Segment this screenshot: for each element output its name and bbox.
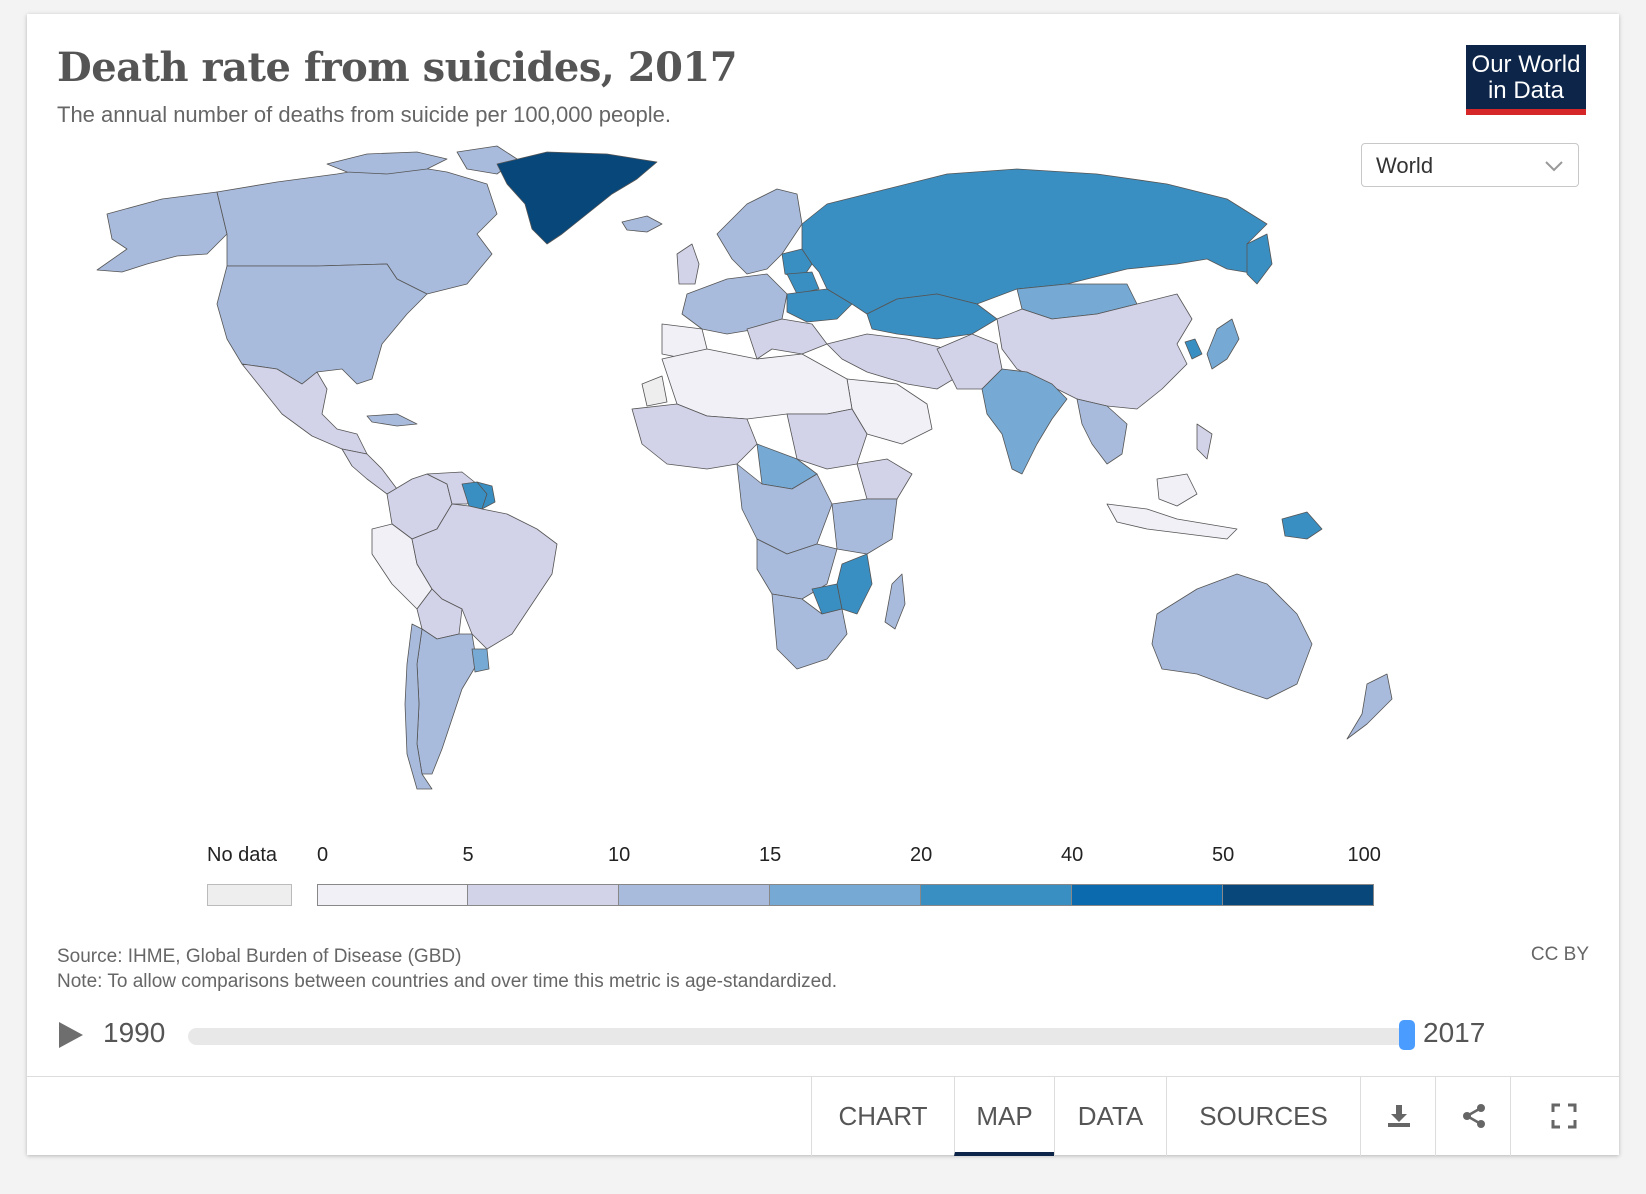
world-map[interactable] <box>67 144 1507 834</box>
country-new-zealand[interactable] <box>1346 673 1393 740</box>
country-egypt-sudan[interactable] <box>786 408 868 470</box>
country-argentina[interactable] <box>416 628 478 775</box>
chart-card: Death rate from suicides, 2017 The annua… <box>27 14 1619 1156</box>
country-india[interactable] <box>981 368 1068 475</box>
legend-tick-label: 50 <box>1212 844 1235 866</box>
country-mozambique[interactable] <box>836 553 873 615</box>
share-button[interactable] <box>1435 1077 1510 1156</box>
country-papua-new-guinea[interactable] <box>1281 511 1323 540</box>
country-horn-of-africa[interactable] <box>856 458 913 500</box>
country-alaska[interactable] <box>96 191 228 273</box>
country-indonesia[interactable] <box>1106 503 1238 540</box>
legend-tick-label: 15 <box>759 844 782 866</box>
country-cuba[interactable] <box>366 413 418 427</box>
legend-tick-label: 100 <box>1347 844 1381 866</box>
legend-bin[interactable] <box>1072 884 1223 906</box>
country-turkey-iran[interactable] <box>826 333 963 390</box>
fullscreen-button[interactable] <box>1510 1077 1619 1156</box>
country-western-sahara[interactable] <box>641 375 668 407</box>
country-norway-sweden-finland[interactable] <box>716 188 803 275</box>
country-central-america[interactable] <box>341 448 398 495</box>
tab-map[interactable]: MAP <box>954 1077 1054 1156</box>
owid-logo[interactable]: Our World in Data <box>1466 45 1586 115</box>
country-angola-zambia[interactable] <box>756 538 838 600</box>
country-north-africa[interactable] <box>661 348 853 420</box>
timeline-track[interactable] <box>188 1028 1413 1045</box>
country-south-africa[interactable] <box>771 593 848 670</box>
legend-bin[interactable] <box>317 884 468 906</box>
legend-tick-label: 20 <box>910 844 933 866</box>
country-venezuela[interactable] <box>426 471 478 505</box>
map-legend: No data 0 5 10 15 20 40 50 100 <box>207 844 1487 906</box>
tab-data[interactable]: DATA <box>1054 1077 1166 1156</box>
tab-sources[interactable]: SOURCES <box>1166 1077 1360 1156</box>
share-icon <box>1463 1104 1485 1128</box>
country-greenland[interactable] <box>496 151 658 245</box>
country-canada-islands[interactable] <box>326 145 518 175</box>
source-block: Source: IHME, Global Burden of Disease (… <box>57 944 837 994</box>
logo-line-2: in Data <box>1487 77 1565 104</box>
country-italy-balkans[interactable] <box>746 318 828 360</box>
country-japan[interactable] <box>1206 318 1240 370</box>
download-icon <box>1388 1105 1410 1127</box>
chart-title: Death rate from suicides, 2017 <box>57 44 738 91</box>
fullscreen-icon <box>1551 1103 1577 1129</box>
timeline-end-label: 2017 <box>1423 1017 1486 1048</box>
legend-tick-label: 40 <box>1061 844 1084 866</box>
country-south-korea[interactable] <box>1184 338 1203 360</box>
legend-bin[interactable] <box>921 884 1072 906</box>
chevron-down-icon <box>1545 161 1563 172</box>
country-baltics[interactable] <box>781 248 813 280</box>
country-uruguay[interactable] <box>471 648 490 673</box>
region-select-value: World <box>1376 153 1434 178</box>
license-link[interactable]: CC BY <box>1530 944 1589 965</box>
country-kamchatka[interactable] <box>1246 233 1273 285</box>
country-united-states[interactable] <box>216 263 428 385</box>
legend-tick-label: 0 <box>317 844 329 866</box>
timeline-start-label: 1990 <box>103 1017 166 1048</box>
country-kazakhstan[interactable] <box>866 293 998 340</box>
legend-bin[interactable] <box>1223 884 1374 906</box>
legend-no-data-swatch[interactable] <box>207 884 292 906</box>
country-iceland[interactable] <box>621 215 663 233</box>
country-madagascar[interactable] <box>884 573 906 630</box>
logo-line-1: Our World <box>1471 51 1581 78</box>
legend-tick-label: 5 <box>462 844 474 866</box>
legend-bin[interactable] <box>619 884 770 906</box>
country-belarus[interactable] <box>786 271 820 295</box>
country-borneo[interactable] <box>1156 473 1198 507</box>
footer-controls: CHART MAP DATA SOURCES <box>27 1076 1619 1156</box>
legend-bin[interactable] <box>468 884 619 906</box>
tab-chart[interactable]: CHART <box>811 1077 954 1156</box>
country-australia[interactable] <box>1151 573 1313 700</box>
country-philippines[interactable] <box>1196 423 1213 460</box>
legend-tick-label: 10 <box>608 844 631 866</box>
timeline: 1990 2017 <box>57 1014 1589 1054</box>
chart-subtitle: The annual number of deaths from suicide… <box>57 102 671 127</box>
country-west-africa[interactable] <box>631 403 758 470</box>
source-text[interactable]: Source: IHME, Global Burden of Disease (… <box>57 946 462 967</box>
country-mexico[interactable] <box>241 363 368 455</box>
region-select[interactable]: World <box>1361 143 1579 187</box>
country-chile[interactable] <box>404 623 433 790</box>
download-button[interactable] <box>1360 1077 1435 1156</box>
country-suriname[interactable] <box>476 481 496 510</box>
legend-bin[interactable] <box>770 884 921 906</box>
play-icon[interactable] <box>57 1020 85 1050</box>
country-russia[interactable] <box>801 168 1268 315</box>
legend-no-data-label: No data <box>207 844 278 866</box>
timeline-handle[interactable] <box>1399 1020 1415 1050</box>
country-dr-congo[interactable] <box>736 463 833 555</box>
country-southeast-asia[interactable] <box>1076 398 1128 465</box>
country-uk[interactable] <box>676 243 700 285</box>
note-text: Note: To allow comparisons between count… <box>57 971 838 992</box>
country-east-africa[interactable] <box>831 498 898 555</box>
